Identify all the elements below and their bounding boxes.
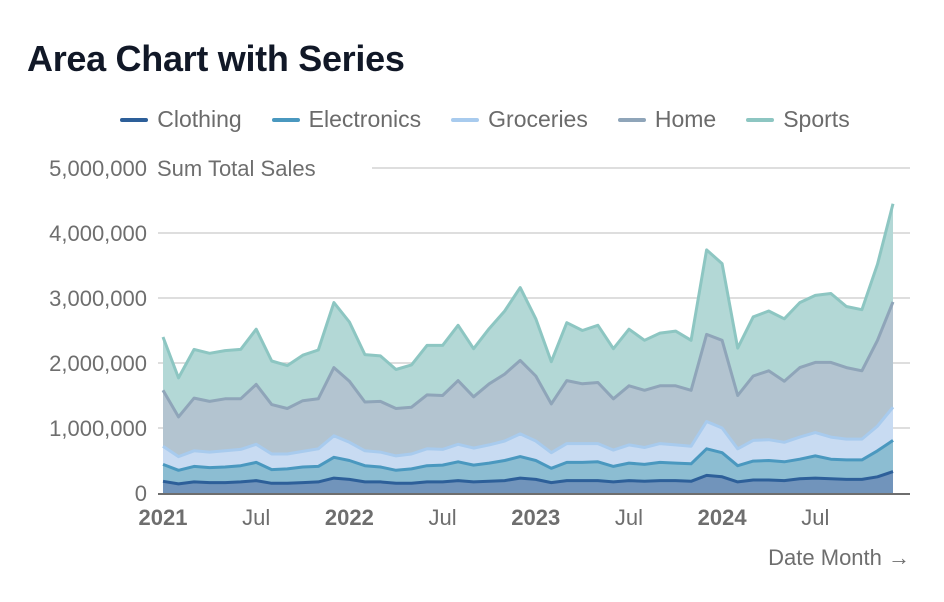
legend: Clothing Electronics Groceries Home Spor… (0, 106, 944, 133)
legend-label: Groceries (488, 106, 588, 132)
y-tick-label: 0 (135, 481, 147, 506)
legend-swatch-sports (746, 117, 775, 122)
legend-item-home[interactable]: Home (617, 106, 717, 133)
y-tick-label: 3,000,000 (49, 286, 147, 311)
legend-item-clothing[interactable]: Clothing (120, 106, 242, 133)
y-tick-label: 2,000,000 (49, 351, 147, 376)
legend-label: Electronics (308, 106, 422, 132)
x-tick-label: Jul (615, 505, 643, 530)
x-tick-label: 2021 (139, 505, 188, 530)
legend-item-sports[interactable]: Sports (746, 106, 850, 133)
chart-title: Area Chart with Series (27, 38, 405, 79)
x-tick-label: Jul (429, 505, 457, 530)
legend-swatch-clothing (120, 117, 149, 122)
y-tick-label: 5,000,000 (49, 156, 147, 181)
legend-label: Sports (783, 106, 850, 132)
y-tick-label: 1,000,000 (49, 416, 147, 441)
area-home (163, 301, 893, 457)
x-tick-label: Jul (242, 505, 270, 530)
line-clothing (162, 470, 894, 486)
legend-swatch-groceries (451, 117, 480, 122)
line-groceries (162, 406, 895, 459)
x-tick-label: 2024 (698, 505, 748, 530)
area-sports (163, 203, 893, 417)
legend-item-electronics[interactable]: Electronics (271, 106, 422, 133)
y-tick-label: 4,000,000 (49, 221, 147, 246)
x-tick-label: 2022 (325, 505, 374, 530)
legend-label: Clothing (157, 106, 242, 132)
legend-swatch-electronics (271, 117, 300, 122)
line-home (161, 301, 895, 419)
legend-swatch-home (617, 117, 646, 122)
y-axis-title: Sum Total Sales (157, 156, 316, 181)
line-electronics (162, 439, 894, 472)
x-tick-label: 2023 (511, 505, 560, 530)
line-sports (161, 203, 895, 380)
x-tick-label: Jul (801, 505, 829, 530)
x-axis-title: Date Month → (768, 545, 910, 570)
legend-item-groceries[interactable]: Groceries (451, 106, 588, 133)
legend-label: Home (654, 106, 717, 132)
